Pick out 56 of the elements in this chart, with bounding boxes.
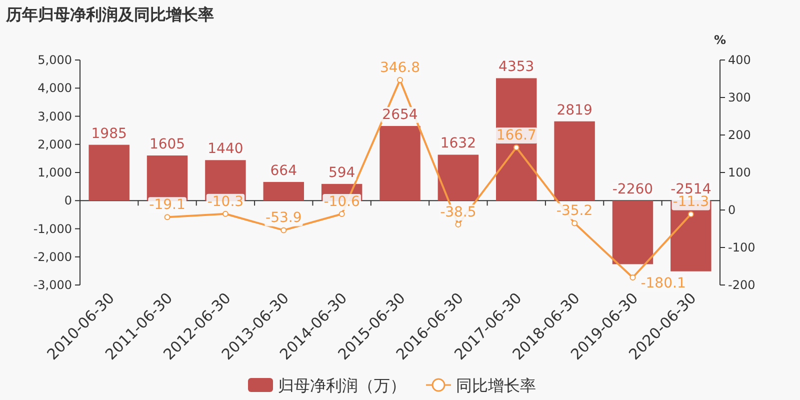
data-label: -2260 <box>612 182 654 198</box>
data-label: -11.3 <box>672 194 710 210</box>
y2-tick-label: -200 <box>728 278 756 292</box>
bar <box>554 121 595 201</box>
point <box>513 144 520 150</box>
legend-label: 同比增长率 <box>456 376 536 395</box>
point <box>222 210 228 217</box>
point <box>630 274 636 281</box>
data-label: 1440 <box>208 141 244 158</box>
data-label: 594 <box>328 164 356 181</box>
data-label: 1985 <box>91 126 127 142</box>
y2-tick-label: 200 <box>728 128 751 142</box>
data-label: 346.8 <box>380 60 420 76</box>
chart-title: 历年归母净利润及同比增长率 <box>5 5 214 24</box>
data-label: 2819 <box>556 102 592 118</box>
y-tick-label: 0 <box>64 194 72 208</box>
data-label: -10.6 <box>324 194 360 210</box>
y-tick-label: -2,000 <box>33 250 72 264</box>
legend-label: 归母净利润（万） <box>278 376 406 395</box>
y2-tick-label: -100 <box>728 240 756 254</box>
point <box>397 76 403 83</box>
y2-axis-title: % <box>714 33 726 47</box>
data-label: -35.2 <box>556 203 593 220</box>
data-label: 664 <box>270 162 298 179</box>
bar <box>263 182 304 201</box>
point <box>572 220 578 226</box>
data-label: 1632 <box>440 136 476 152</box>
data-label: 2654 <box>382 106 418 123</box>
y-tick-label: 4,000 <box>38 81 72 96</box>
data-label: -38.5 <box>440 204 476 220</box>
data-label: -19.1 <box>149 197 186 214</box>
data-label: 166.7 <box>496 127 536 144</box>
point <box>455 221 462 228</box>
point <box>338 210 345 217</box>
data-label: -53.9 <box>266 210 302 226</box>
y-tick-label: 1,000 <box>38 166 72 180</box>
point <box>280 227 287 234</box>
y2-tick-label: 100 <box>728 166 751 180</box>
y2-tick-label: 400 <box>728 53 751 67</box>
y-tick-label: 3,000 <box>38 109 72 124</box>
bar <box>438 154 479 201</box>
y-tick-label: -3,000 <box>33 278 72 292</box>
data-label: -180.1 <box>640 276 686 292</box>
data-label: -10.3 <box>207 194 244 210</box>
bar <box>88 144 130 201</box>
data-label: 1605 <box>149 136 186 152</box>
y-tick-label: -1,000 <box>33 222 72 236</box>
y-tick-label: 2,000 <box>38 137 72 152</box>
bar <box>612 200 654 264</box>
bar <box>380 126 420 201</box>
point <box>164 214 170 220</box>
y2-tick-label: 300 <box>728 90 751 104</box>
point <box>688 211 694 218</box>
y2-tick-label: 0 <box>728 203 736 217</box>
y-tick-label: 5,000 <box>38 53 72 67</box>
data-label: 4353 <box>498 59 534 76</box>
